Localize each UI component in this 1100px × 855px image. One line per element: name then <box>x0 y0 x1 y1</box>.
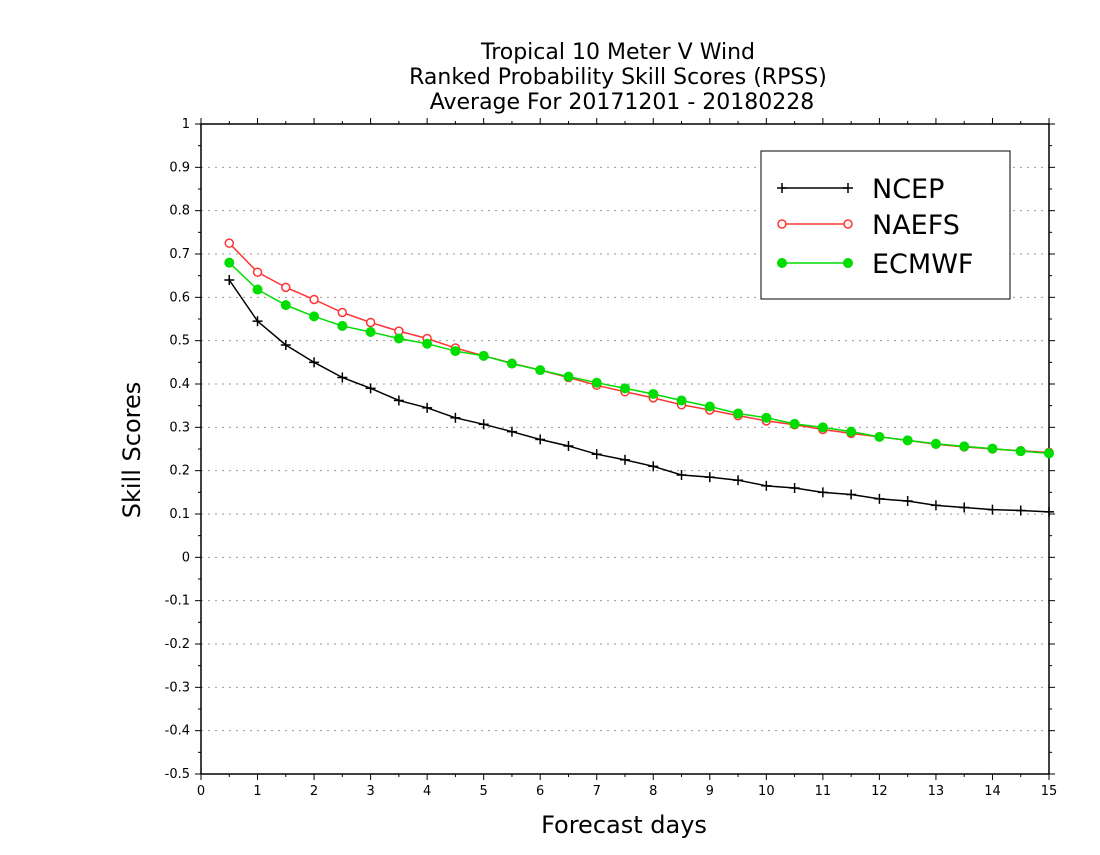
data-point-ecmwf <box>789 418 800 429</box>
x-tick-label: 10 <box>758 784 775 799</box>
data-point-ecmwf <box>535 365 546 376</box>
x-tick-label: 0 <box>197 784 205 799</box>
x-tick-label: 13 <box>928 784 945 799</box>
y-tick-label: 1 <box>182 117 190 132</box>
data-point-naefs <box>365 317 376 328</box>
x-tick-label: 7 <box>593 784 601 799</box>
y-tick-label: 0.4 <box>169 377 190 392</box>
y-tick-label: -0.1 <box>165 594 190 609</box>
data-point-naefs <box>337 307 348 318</box>
data-point-naefs <box>252 267 263 277</box>
data-point-ecmwf <box>874 431 885 442</box>
x-tick-label: 11 <box>815 784 832 799</box>
y-tick-label: -0.4 <box>165 724 190 739</box>
legend-marker-naefs <box>843 219 853 229</box>
x-axis-title: Forecast days <box>541 811 707 839</box>
data-point-ecmwf <box>591 377 602 388</box>
x-tick-label: 15 <box>1041 784 1058 799</box>
gridlines <box>201 166 1049 732</box>
data-point-ecmwf <box>817 422 828 433</box>
axes: 1 0.9 0.8 0.7 0.6 0.5 0.4 0.3 0.2 0.1 0 -0.1 -0.2 -0.… <box>165 117 1058 799</box>
y-tick-label: 0.9 <box>169 160 190 175</box>
data-point-ecmwf <box>365 327 376 337</box>
data-point-ecmwf <box>704 401 715 412</box>
y-axis-title: Skill Scores <box>118 382 146 519</box>
y-tick-label: 0.2 <box>169 464 190 479</box>
data-point-ecmwf <box>506 358 517 369</box>
y-tick-label: 0.3 <box>169 420 190 435</box>
x-tick-label: 12 <box>871 784 888 799</box>
data-point-ecmwf <box>648 388 659 399</box>
data-point-ecmwf <box>930 438 941 449</box>
data-series <box>224 238 1054 517</box>
data-point-ecmwf <box>337 320 348 331</box>
y-tick-label: 0.6 <box>169 290 190 305</box>
y-tick-label: 0.8 <box>169 204 190 219</box>
data-point-ecmwf <box>280 300 291 311</box>
y-tick-label: 0.1 <box>169 507 190 522</box>
y-tick-label: -0.5 <box>165 767 190 782</box>
data-point-ecmwf <box>1044 448 1054 459</box>
title-line-3: Average For 20171201 - 20180228 <box>430 90 815 115</box>
x-tick-label: 2 <box>310 784 318 799</box>
x-tick-label: 8 <box>649 784 657 799</box>
data-point-ecmwf <box>761 412 772 423</box>
y-tick-label: 0 <box>182 550 190 565</box>
data-point-ecmwf <box>959 441 970 452</box>
y-tick-label: 0.5 <box>169 334 190 349</box>
x-tick-label: 14 <box>984 784 1001 799</box>
series-line-ncep <box>228 279 1050 513</box>
data-point-ecmwf <box>1015 446 1026 457</box>
data-point-ecmwf <box>563 371 574 382</box>
data-point-ecmwf <box>846 426 857 437</box>
legend-box <box>760 150 1011 300</box>
data-point-ecmwf <box>478 350 489 361</box>
data-point-ecmwf <box>987 443 998 454</box>
x-tick-label: 9 <box>706 784 714 799</box>
data-point-ecmwf <box>393 333 404 344</box>
data-point-ecmwf <box>733 408 744 419</box>
legend-label-naefs: NAEFS <box>872 210 960 241</box>
legend-marker-naefs <box>777 219 787 229</box>
x-tick-label: 1 <box>253 784 261 799</box>
x-tick-label: 6 <box>536 784 544 799</box>
title-line-2: Ranked Probability Skill Scores (RPSS) <box>409 65 827 90</box>
data-point-ecmwf <box>224 257 235 268</box>
x-tick-label: 4 <box>423 784 431 799</box>
legend-marker-ecmwf <box>777 258 787 268</box>
legend: NCEP NAEFS ECMWF <box>760 150 1011 300</box>
data-point-ecmwf <box>422 338 433 349</box>
x-tick-label: 3 <box>366 784 374 799</box>
data-point-ecmwf <box>902 435 913 446</box>
legend-marker-ecmwf <box>843 258 853 268</box>
data-point-ecmwf <box>309 311 320 322</box>
data-point-naefs <box>281 282 291 293</box>
legend-label-ecmwf: ECMWF <box>872 249 973 280</box>
legend-label-ncep: NCEP <box>872 174 944 205</box>
data-point-ecmwf <box>252 284 263 295</box>
y-tick-label: -0.2 <box>165 637 190 652</box>
title-line-1: Tropical 10 Meter V Wind <box>480 40 755 65</box>
chart-title: Tropical 10 Meter V Wind Ranked Probabil… <box>409 40 827 115</box>
data-point-ecmwf <box>450 346 461 357</box>
data-point-naefs <box>309 294 319 305</box>
data-point-ecmwf <box>676 395 687 406</box>
y-tick-label: 0.7 <box>169 247 190 262</box>
data-point-naefs <box>224 238 235 248</box>
y-tick-label: -0.3 <box>165 680 190 695</box>
series-ecmwf <box>224 257 1054 459</box>
series-ncep <box>224 275 1054 517</box>
x-tick-label: 5 <box>480 784 488 799</box>
data-point-ecmwf <box>620 383 630 394</box>
